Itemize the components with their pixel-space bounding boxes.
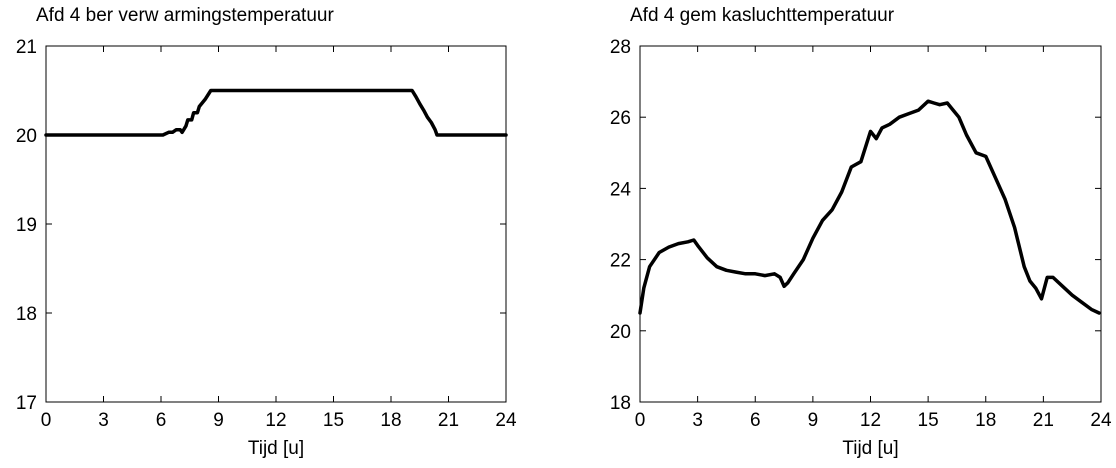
- y-tick-label: 19: [16, 215, 37, 236]
- y-tick-label: 22: [610, 251, 631, 272]
- x-axis-label: Tijd [u]: [248, 438, 304, 459]
- y-tick-label: 18: [610, 393, 631, 414]
- x-tick-label: 18: [380, 410, 401, 431]
- x-tick-label: 12: [265, 410, 286, 431]
- x-tick-label: 9: [213, 410, 224, 431]
- y-tick-label: 21: [16, 37, 37, 58]
- plot-frame: [639, 45, 1102, 403]
- x-tick-label: 6: [750, 410, 761, 431]
- y-tick-label: 20: [16, 126, 37, 147]
- x-tick-label: 24: [495, 410, 517, 431]
- x-tick-label: 12: [860, 410, 881, 431]
- x-tick-label: 21: [438, 410, 459, 431]
- x-tick-label: 6: [156, 410, 167, 431]
- series-line: [638, 99, 1101, 315]
- series-line: [44, 88, 508, 137]
- x-tick-label: 15: [918, 410, 939, 431]
- x-tick-label: 3: [692, 410, 703, 431]
- x-tick-label: 18: [975, 410, 996, 431]
- x-tick-label: 3: [98, 410, 109, 431]
- y-tick-label: 17: [16, 393, 37, 414]
- x-tick-label: 9: [808, 410, 819, 431]
- y-tick-label: 28: [610, 37, 631, 58]
- x-tick-label: 24: [1090, 410, 1112, 431]
- x-tick-label: 21: [1033, 410, 1054, 431]
- chart-title: Afd 4 ber verw armingstemperatuur: [36, 5, 334, 26]
- y-tick-label: 26: [610, 108, 631, 129]
- y-tick-label: 24: [610, 179, 632, 200]
- chart-heating-temperature: Afd 4 ber verw armingstemperatuur 0 3 6 9 12 1…: [16, 5, 517, 459]
- x-tick-label: 15: [323, 410, 344, 431]
- x-tick-label: 0: [41, 410, 52, 431]
- y-tick-label: 18: [16, 304, 37, 325]
- x-axis-label: Tijd [u]: [842, 438, 898, 459]
- chart-title: Afd 4 gem kasluchttemperatuur: [630, 5, 895, 26]
- plot-frame: [45, 45, 507, 403]
- x-tick-label: 0: [635, 410, 646, 431]
- y-tick-label: 20: [610, 322, 631, 343]
- chart-greenhouse-air-temperature: Afd 4 gem kasluchttemperatuur 0 3 6 9 12 15 18 2…: [610, 5, 1112, 459]
